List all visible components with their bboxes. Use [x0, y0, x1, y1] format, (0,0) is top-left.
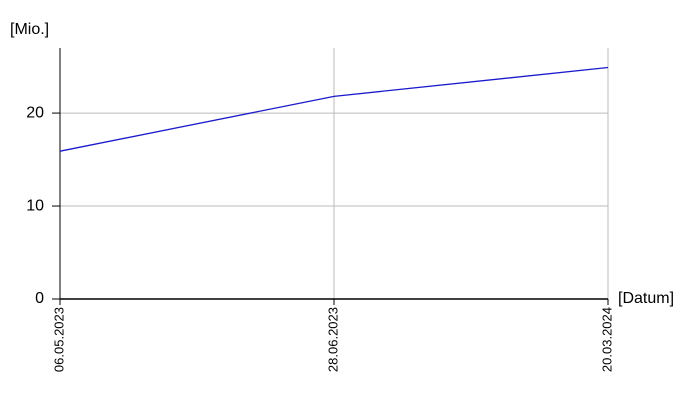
y-axis-label: [Mio.] — [10, 21, 49, 38]
x-tick-label: 06.05.2023 — [51, 307, 66, 372]
y-tick-label: 0 — [35, 290, 44, 307]
data-line — [59, 66, 609, 152]
x-axis-label: [Datum] — [618, 290, 674, 307]
y-tick-label: 20 — [26, 104, 44, 121]
y-tick-label: 10 — [26, 197, 44, 214]
x-tick-label: 20.03.2024 — [599, 307, 614, 372]
x-tick-label: 28.06.2023 — [325, 307, 340, 372]
